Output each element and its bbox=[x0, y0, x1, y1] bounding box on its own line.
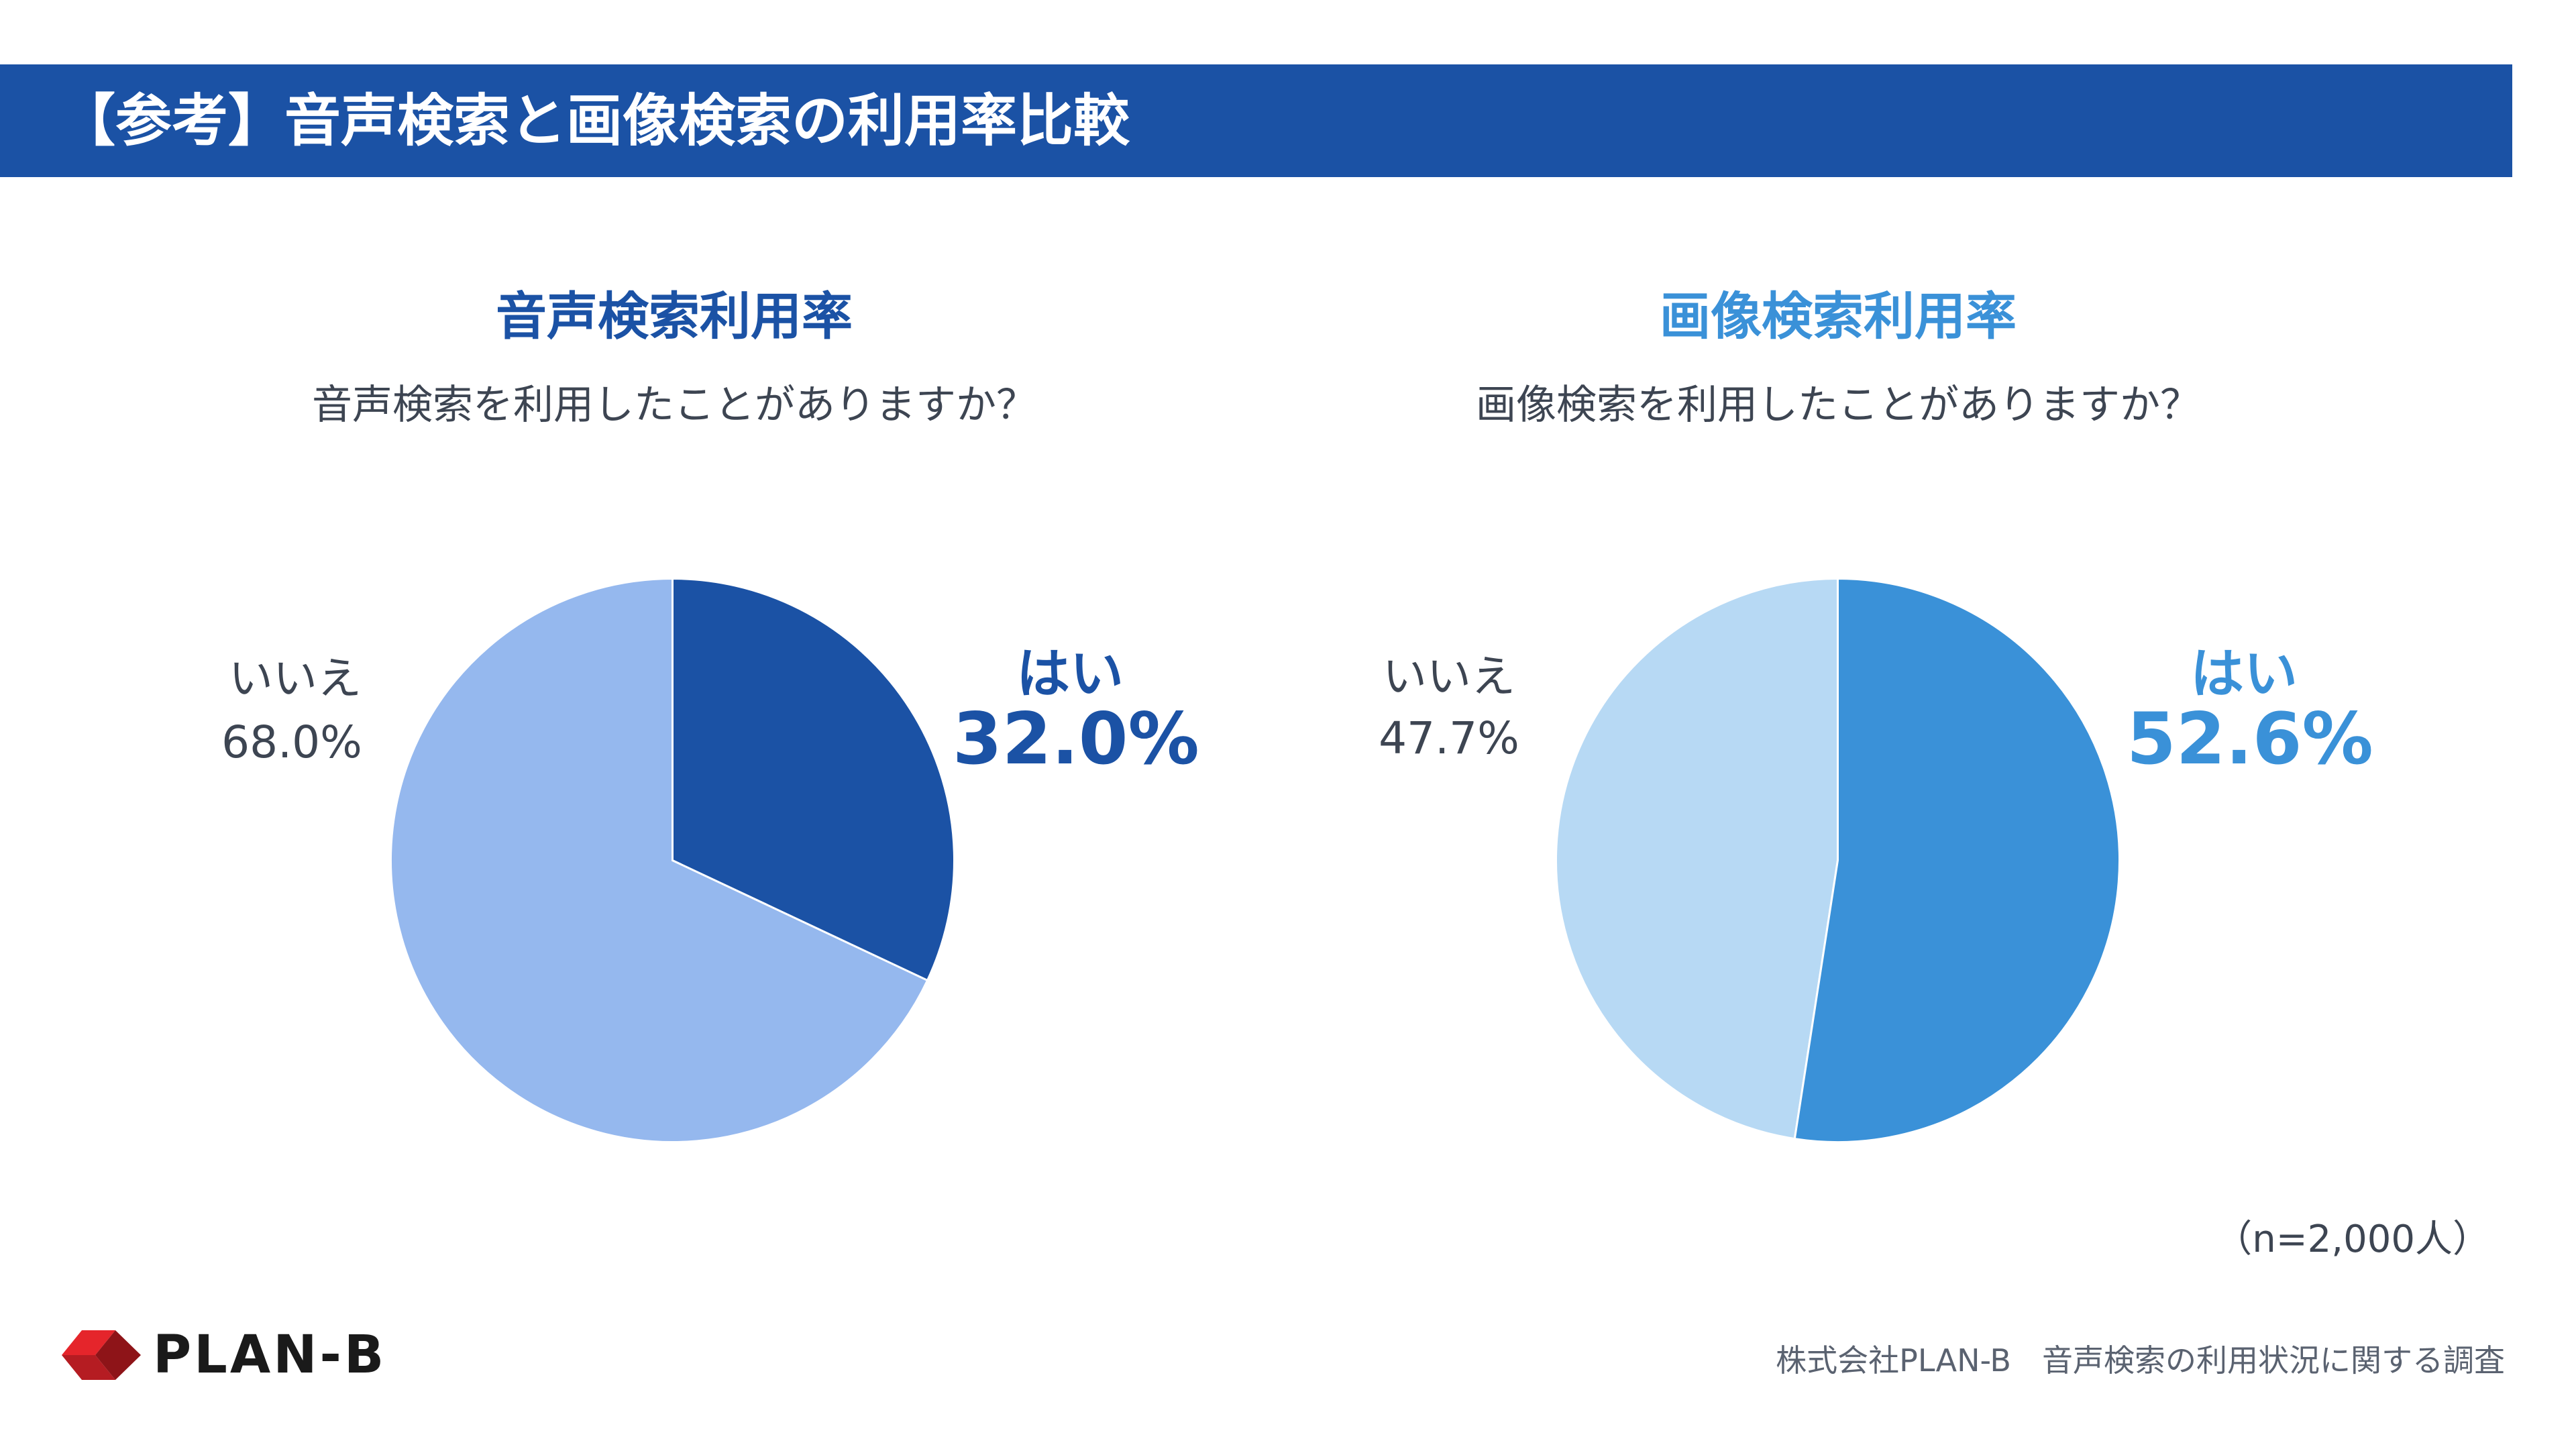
header-bar: 【参考】音声検索と画像検索の利用率比較 bbox=[0, 64, 2512, 177]
image-yes-label: はい bbox=[2190, 643, 2298, 705]
image-chart-title: 画像検索利用率 bbox=[1660, 286, 2017, 346]
plan-b-logo-icon bbox=[62, 1330, 141, 1380]
voice-pie-chart bbox=[390, 577, 955, 1143]
voice-chart-question: 音声検索を利用したことがありますか？ bbox=[312, 382, 1036, 429]
page-title: 【参考】音声検索と画像検索の利用率比較 bbox=[59, 88, 1130, 154]
image-pie-chart bbox=[1555, 577, 2121, 1143]
plan-b-logo: PLAN-B bbox=[62, 1318, 386, 1392]
image-chart-question: 画像検索を利用したことがありますか？ bbox=[1476, 382, 2200, 429]
voice-yes-label: はい bbox=[1016, 643, 1124, 705]
voice-no-label: いいえ bbox=[229, 653, 362, 704]
image-no-label: いいえ bbox=[1383, 651, 1515, 702]
voice-pie-slice-no bbox=[390, 577, 929, 1143]
voice-no-value: 68.0% bbox=[221, 716, 362, 768]
voice-chart-title: 音声検索利用率 bbox=[496, 286, 853, 346]
image-yes-value: 52.6% bbox=[2127, 698, 2373, 780]
source-note: 株式会社PLAN-B 音声検索の利用状況に関する調査 bbox=[1776, 1342, 2505, 1379]
image-pie-slice-yes bbox=[1793, 577, 2121, 1143]
voice-pie-slice-yes bbox=[672, 577, 955, 982]
image-pie-slice-no bbox=[1555, 577, 1839, 1140]
voice-yes-value: 32.0% bbox=[953, 698, 1199, 780]
sample-size-note: （n=2,000人） bbox=[2214, 1218, 2490, 1261]
logo-text: PLAN-B bbox=[153, 1325, 387, 1385]
image-no-value: 47.7% bbox=[1379, 712, 1519, 764]
